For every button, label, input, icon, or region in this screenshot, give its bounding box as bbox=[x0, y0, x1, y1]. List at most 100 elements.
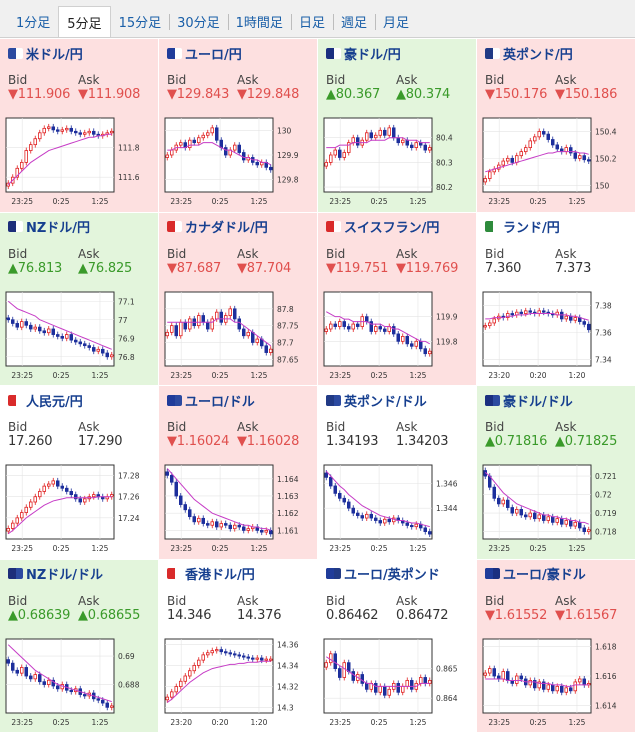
candle-body bbox=[269, 167, 272, 169]
candle-body bbox=[406, 336, 409, 343]
candle-body bbox=[166, 472, 169, 475]
candle-body bbox=[83, 133, 86, 134]
pair-link[interactable]: ユーロ/円 bbox=[167, 43, 311, 63]
pair-link[interactable]: NZドル/ドル bbox=[8, 564, 152, 584]
candle-body bbox=[215, 649, 218, 650]
candle-body bbox=[170, 691, 173, 696]
candle-body bbox=[343, 498, 346, 502]
pair-link[interactable]: 米ドル/円 bbox=[8, 43, 152, 63]
tab-5[interactable]: 日足 bbox=[291, 6, 333, 37]
pair-link[interactable]: 香港ドル/円 bbox=[167, 564, 311, 584]
candle-body bbox=[515, 156, 518, 163]
pair-link[interactable]: 豪ドル/円 bbox=[326, 43, 470, 63]
quote-values: ▼129.843▼129.848 bbox=[167, 87, 311, 102]
pair-link[interactable]: ユーロ/豪ドル bbox=[485, 564, 629, 584]
candle-body bbox=[11, 319, 14, 323]
tab-1[interactable]: 5分足 bbox=[58, 6, 110, 37]
pair-link[interactable]: カナダドル/円 bbox=[167, 217, 311, 237]
candle-body bbox=[47, 127, 50, 128]
bid-value: ▼119.751 bbox=[326, 261, 396, 276]
pair-link[interactable]: ユーロ/ドル bbox=[167, 390, 311, 410]
x-tick-label: 0:25 bbox=[371, 718, 388, 727]
pair-link[interactable]: 英ポンド/円 bbox=[485, 43, 629, 63]
candle-body bbox=[424, 677, 427, 683]
pair-link[interactable]: 英ポンド/ドル bbox=[326, 390, 470, 410]
candle-body bbox=[206, 322, 209, 329]
x-tick-label: 1:25 bbox=[92, 371, 109, 380]
tab-4[interactable]: 1時間足 bbox=[228, 6, 291, 37]
candle-body bbox=[428, 532, 431, 534]
bid-label: Bid bbox=[167, 420, 237, 434]
pair-link[interactable]: ユーロ/英ポンド bbox=[326, 564, 470, 584]
candle-body bbox=[493, 318, 496, 322]
candle-body bbox=[43, 681, 46, 684]
candle-body bbox=[65, 128, 68, 129]
pair-link[interactable]: NZドル/円 bbox=[8, 217, 152, 237]
tab-2[interactable]: 15分足 bbox=[111, 6, 170, 37]
y-tick-label: 0.721 bbox=[595, 472, 617, 481]
candle-body bbox=[556, 145, 559, 149]
bid-value: ▲80.367 bbox=[326, 87, 396, 102]
tab-3[interactable]: 30分足 bbox=[169, 6, 228, 37]
tab-7[interactable]: 月足 bbox=[375, 6, 417, 37]
pair-link[interactable]: 豪ドル/ドル bbox=[485, 390, 629, 410]
tab-0[interactable]: 1分足 bbox=[8, 6, 58, 37]
candle-body bbox=[547, 517, 550, 521]
candle-body bbox=[25, 321, 28, 325]
quote-values: ▼111.906▼111.908 bbox=[8, 87, 152, 102]
za-jp-flag-icon bbox=[485, 221, 500, 232]
candle-body bbox=[520, 509, 523, 515]
x-tick-label: 1:25 bbox=[569, 544, 586, 553]
candle-body bbox=[370, 133, 373, 138]
candle-body bbox=[560, 519, 563, 525]
candle-body bbox=[175, 482, 178, 496]
candle-body bbox=[574, 317, 577, 320]
tab-6[interactable]: 週足 bbox=[333, 6, 375, 37]
candle-body bbox=[587, 160, 590, 161]
candle-body bbox=[583, 156, 586, 160]
candle-body bbox=[565, 521, 568, 525]
pair-link[interactable]: ランド/円 bbox=[485, 217, 629, 237]
candle-body bbox=[352, 324, 355, 329]
pair-link[interactable]: 人民元/円 bbox=[8, 390, 152, 410]
y-tick-label: 111.6 bbox=[118, 173, 140, 182]
candle-body bbox=[179, 681, 182, 686]
ask-label: Ask bbox=[78, 420, 148, 434]
cn-jp-flag-icon bbox=[8, 395, 23, 406]
pair-link[interactable]: スイスフラン/円 bbox=[326, 217, 470, 237]
